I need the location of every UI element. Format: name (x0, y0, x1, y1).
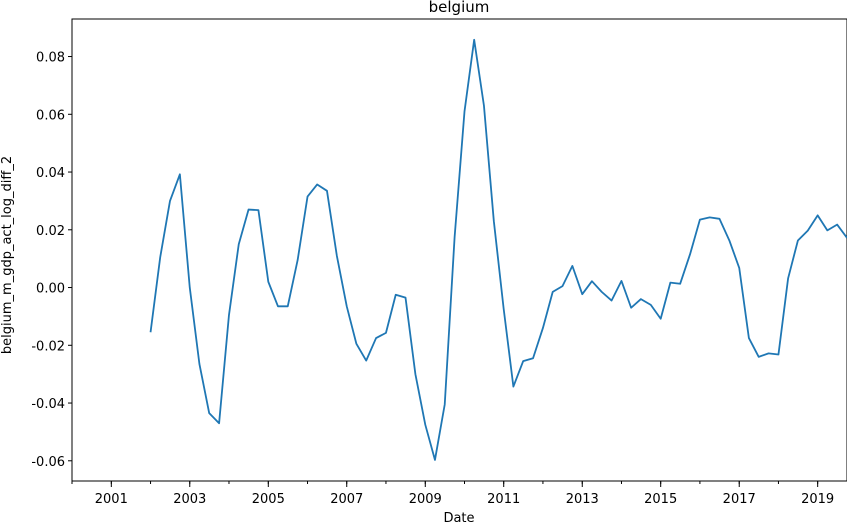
x-tick-label: 2009 (409, 492, 442, 507)
x-axis-label: Date (443, 511, 474, 525)
x-tick-label: 2019 (801, 492, 834, 507)
plot-area-frame (71, 18, 847, 482)
y-tick-label: 0.04 (36, 166, 65, 181)
x-tick-label: 2001 (95, 492, 128, 507)
x-tick-label: 2013 (566, 492, 599, 507)
y-axis-label: belgium_m_gdp_act_log_diff_2 (0, 156, 15, 354)
x-tick-label: 2003 (173, 492, 206, 507)
series-line (149, 38, 847, 461)
y-tick-label: 0.08 (36, 51, 65, 66)
x-axis: 2001 2003 2005 2007 2009 2011 2013 2015 2017 2019 (71, 481, 834, 507)
y-tick-label: 0.06 (36, 108, 65, 123)
y-tick-label: 0.00 (36, 282, 65, 297)
y-tick-label: -0.02 (31, 339, 65, 354)
y-tick-label: -0.06 (31, 455, 65, 470)
x-tick-label: 2017 (723, 492, 756, 507)
y-axis: -0.06 -0.04 -0.02 0.00 0.02 0.04 0.06 0.08 (31, 51, 72, 470)
x-tick-label: 2011 (487, 492, 520, 507)
x-tick-label: 2007 (330, 492, 363, 507)
chart-title: belgium (429, 0, 490, 16)
y-tick-label: 0.02 (36, 224, 65, 239)
x-tick-label: 2015 (644, 492, 677, 507)
x-tick-label: 2005 (252, 492, 285, 507)
y-tick-label: -0.04 (31, 397, 65, 412)
